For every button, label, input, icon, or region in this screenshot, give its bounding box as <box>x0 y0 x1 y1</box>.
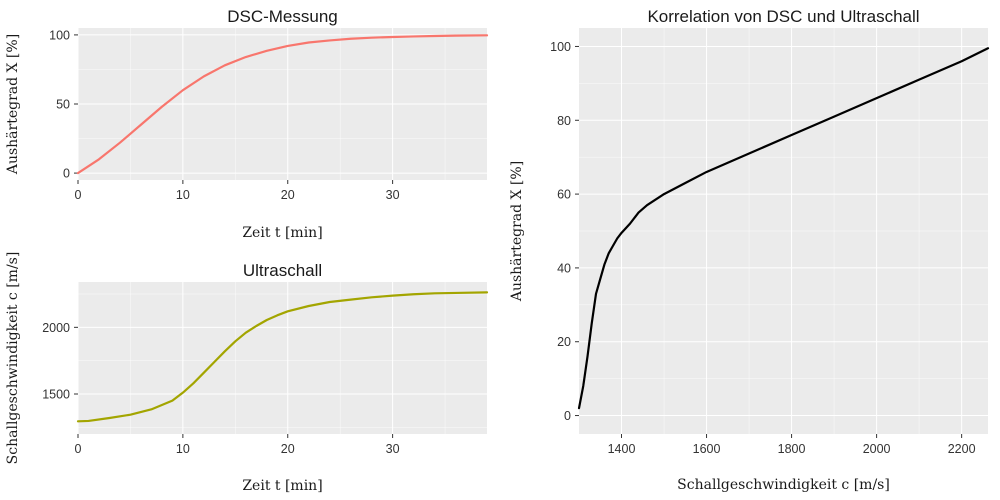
x-tick-label: 10 <box>176 442 190 456</box>
chart-panel-1: 0 10 20 30 0 50 100 DSC-Messung Zeit t [min] Aush… <box>5 7 489 241</box>
series-line-1 <box>76 291 489 423</box>
y-tick-label: 60 <box>557 188 571 202</box>
x-tick-label: 2000 <box>863 442 891 456</box>
series-line-1 <box>577 47 990 410</box>
x-tick-label: 10 <box>176 188 190 202</box>
x-tick-label: 1600 <box>693 442 721 456</box>
y-tick-label: 80 <box>557 114 571 128</box>
y-tick-label: 2000 <box>42 321 70 335</box>
x-axis-label: Schallgeschwindigkeit c [m/s] <box>677 477 890 493</box>
x-tick-label: 20 <box>281 188 295 202</box>
chart-title: Korrelation von DSC und Ultraschall <box>647 7 919 26</box>
y-tick-label: 20 <box>557 335 571 349</box>
y-tick-label: 100 <box>49 28 70 42</box>
y-tick-label: 0 <box>564 409 571 423</box>
y-tick-label: 40 <box>557 261 571 275</box>
x-axis-label: Zeit t [min] <box>242 225 322 241</box>
y-axis-label: Aushärtegrad X [%] <box>509 161 525 302</box>
y-tick-label: 1500 <box>42 388 70 402</box>
x-tick-label: 20 <box>281 442 295 456</box>
y-axis-label: Aushärtegrad X [%] <box>5 34 21 175</box>
x-tick-label: 2200 <box>948 442 976 456</box>
x-axis-label: Zeit t [min] <box>242 478 322 494</box>
series-line-1 <box>76 34 489 175</box>
chart-title: DSC-Messung <box>227 7 338 26</box>
x-tick-label: 0 <box>75 188 82 202</box>
chart-title: Ultraschall <box>243 261 322 280</box>
x-tick-label: 1800 <box>778 442 806 456</box>
x-tick-label: 30 <box>386 442 400 456</box>
x-tick-label: 0 <box>75 442 82 456</box>
chart-panel-3: 1400 1600 1800 2000 2200 0 20 40 60 80 100 Korrelat… <box>509 7 990 493</box>
y-tick-label: 100 <box>550 40 571 54</box>
chart-panel-2: 0 10 20 30 1500 2000 Ultraschall Zeit t [min] Sc… <box>5 252 489 494</box>
y-axis-label: Schallgeschwindigkeit c [m/s] <box>5 252 21 465</box>
x-tick-label: 1400 <box>608 442 636 456</box>
x-tick-label: 30 <box>386 188 400 202</box>
y-tick-label: 50 <box>56 98 70 112</box>
plot-area <box>78 282 487 434</box>
y-tick-label: 0 <box>63 167 70 181</box>
